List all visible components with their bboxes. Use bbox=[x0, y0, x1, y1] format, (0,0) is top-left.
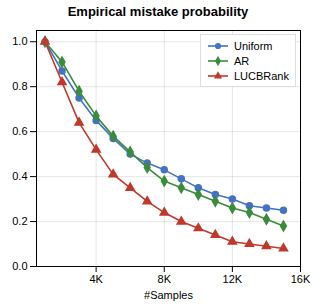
svg-text:0.0: 0.0 bbox=[12, 260, 27, 272]
svg-text:0.4: 0.4 bbox=[12, 170, 27, 182]
svg-text:0.6: 0.6 bbox=[12, 125, 27, 137]
html-text:LUCBRank: LUCBRank bbox=[234, 69, 289, 82]
svg-text:0.8: 0.8 bbox=[12, 80, 27, 92]
html-text:AR: AR bbox=[234, 54, 250, 67]
svg-text:12K: 12K bbox=[223, 273, 243, 285]
svg-text:16K: 16K bbox=[291, 273, 311, 285]
svg-text:4K: 4K bbox=[89, 273, 103, 285]
svg-text:8K: 8K bbox=[158, 273, 172, 285]
svg-text:0.2: 0.2 bbox=[12, 215, 27, 227]
svg-text:#Samples: #Samples bbox=[144, 289, 193, 301]
svg-text:1.0: 1.0 bbox=[12, 35, 27, 47]
html-text:Empirical mistake probability: Empirical mistake probability bbox=[67, 4, 249, 19]
html-text:Uniform: Uniform bbox=[234, 39, 273, 52]
